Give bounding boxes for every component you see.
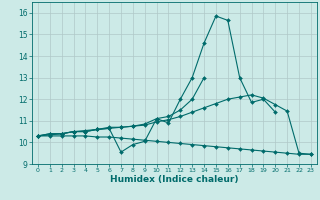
X-axis label: Humidex (Indice chaleur): Humidex (Indice chaleur) [110, 175, 239, 184]
